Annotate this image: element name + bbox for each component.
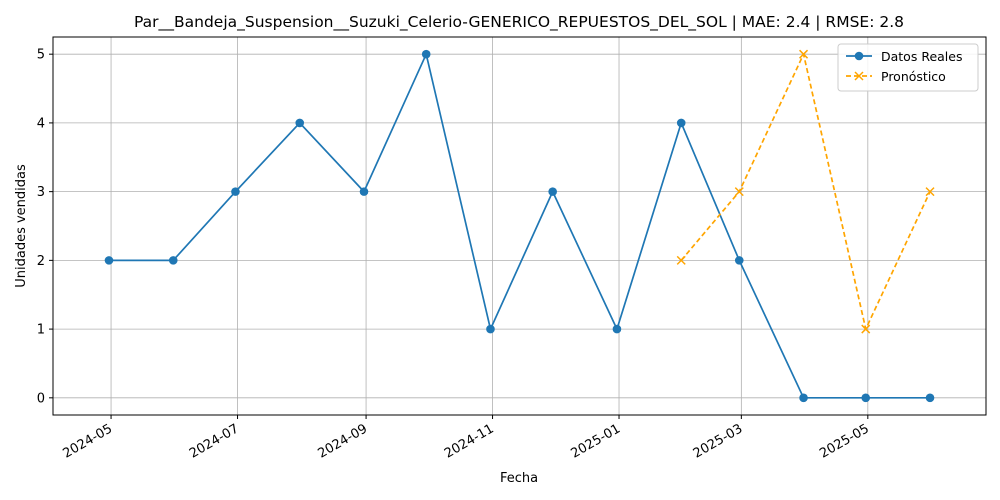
x-axis-label: Fecha bbox=[500, 471, 538, 486]
data-point bbox=[734, 187, 744, 197]
data-point bbox=[861, 324, 871, 334]
legend-label-pronostico: Pronóstico bbox=[881, 69, 946, 84]
chart-title: Par__Bandeja_Suspension__Suzuki_Celerio-… bbox=[134, 13, 904, 32]
legend-marker-datos-reales bbox=[854, 51, 864, 61]
data-point bbox=[104, 256, 114, 265]
data-point bbox=[861, 393, 871, 403]
legend-label-datos-reales: Datos Reales bbox=[881, 49, 962, 64]
legend-marker-pronostico bbox=[854, 71, 864, 81]
series-layer bbox=[104, 49, 935, 403]
y-tick-label: 3 bbox=[37, 185, 45, 200]
series-datos-reales bbox=[104, 49, 935, 403]
data-point bbox=[612, 324, 622, 334]
series-pronostico bbox=[676, 49, 935, 334]
data-point bbox=[734, 256, 744, 265]
data-point bbox=[168, 256, 178, 265]
data-point bbox=[925, 187, 935, 197]
y-axis-label: Unidades vendidas bbox=[14, 164, 29, 288]
data-point bbox=[548, 187, 557, 196]
y-tick-label: 2 bbox=[37, 254, 45, 269]
series-line bbox=[108, 53, 931, 399]
y-tick-label: 4 bbox=[37, 116, 45, 131]
data-point bbox=[486, 324, 495, 334]
data-point bbox=[295, 118, 305, 128]
y-tick-label: 5 bbox=[37, 48, 45, 63]
plot-area-frame bbox=[52, 36, 987, 416]
data-point bbox=[925, 393, 935, 403]
data-point bbox=[421, 49, 431, 59]
y-tick-label: 0 bbox=[37, 391, 45, 406]
y-tick-label: 1 bbox=[37, 323, 45, 338]
data-point bbox=[359, 187, 369, 196]
data-point bbox=[799, 49, 809, 59]
data-point bbox=[676, 118, 686, 128]
data-point bbox=[231, 187, 240, 196]
grid-lines bbox=[53, 37, 986, 415]
data-point bbox=[799, 393, 808, 403]
legend: Datos Reales Pronóstico bbox=[837, 43, 979, 92]
legend-frame bbox=[837, 43, 979, 92]
data-point bbox=[676, 255, 686, 265]
